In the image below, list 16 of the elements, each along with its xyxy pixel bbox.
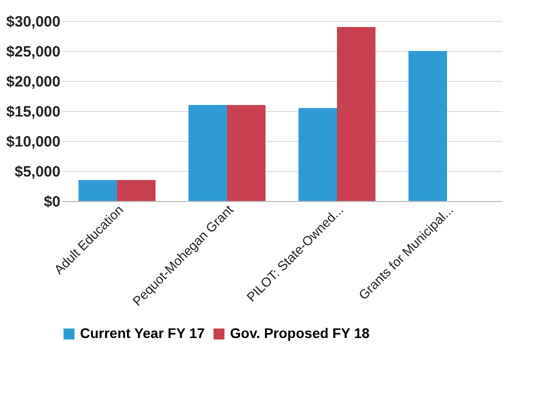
y-tick-label: $15,000 (6, 104, 60, 120)
bar (227, 105, 266, 201)
y-tick-label: $25,000 (6, 44, 60, 60)
bar (78, 180, 117, 201)
y-tick-label: $10,000 (6, 134, 60, 150)
bar (188, 105, 227, 201)
y-tick-label: $20,000 (6, 74, 60, 90)
bar (298, 108, 337, 201)
y-tick-label: $30,000 (6, 14, 60, 30)
legend-label: Gov. Proposed FY 18 (230, 325, 370, 341)
bar (117, 180, 156, 201)
bar (408, 51, 447, 201)
y-tick-label: $5,000 (14, 164, 60, 180)
legend-label: Current Year FY 17 (80, 325, 205, 341)
bar (337, 27, 376, 201)
y-tick-label: $0 (44, 194, 60, 210)
